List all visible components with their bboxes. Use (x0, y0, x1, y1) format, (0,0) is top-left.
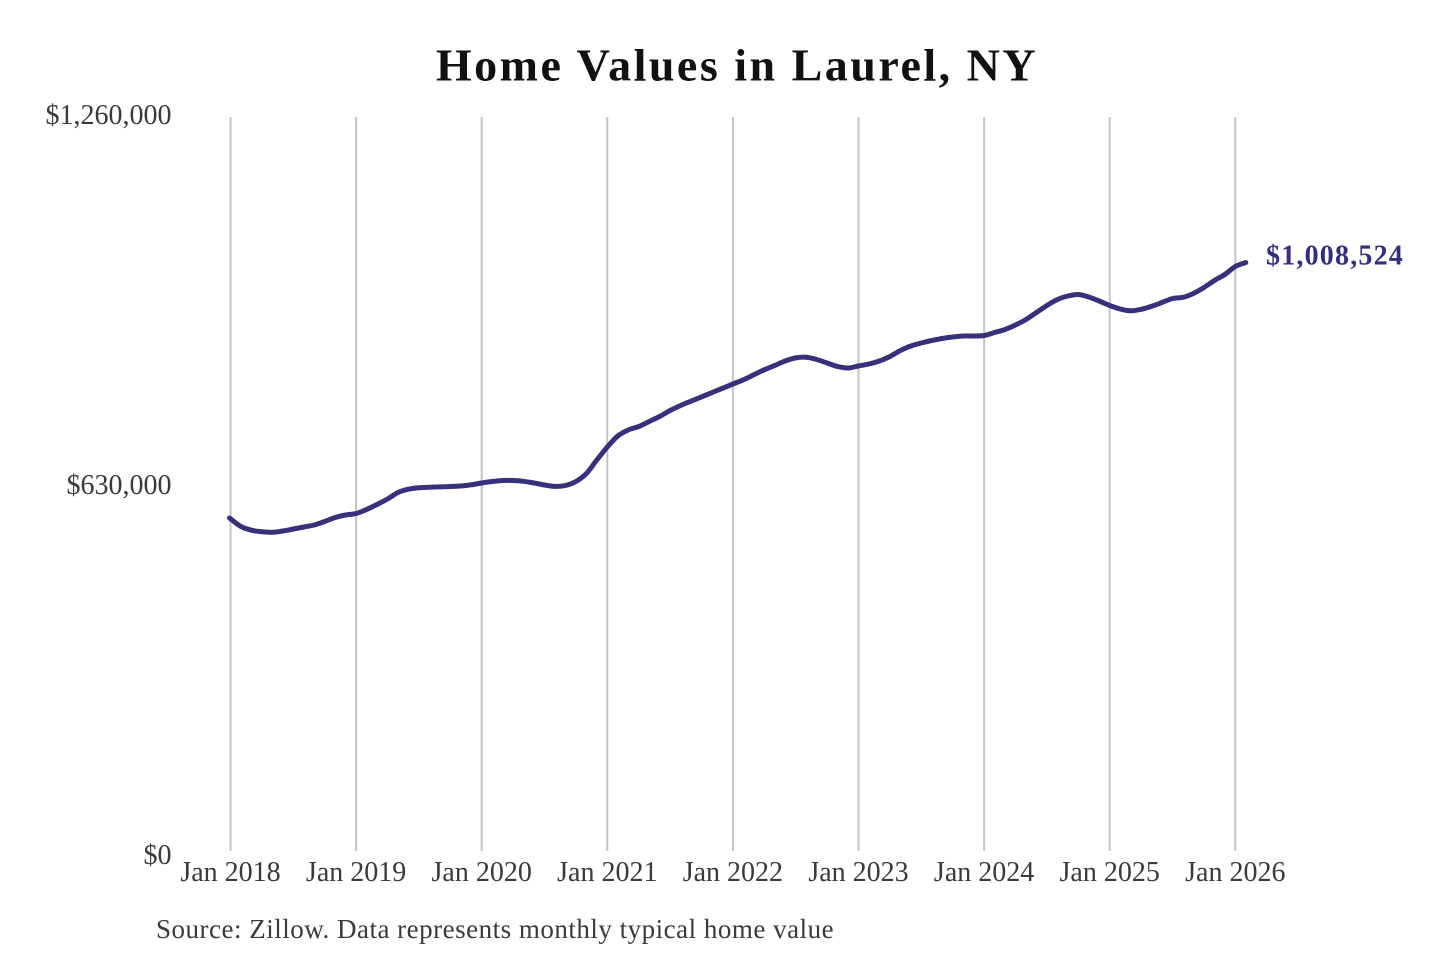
svg-text:$1,008,524: $1,008,524 (1266, 241, 1404, 272)
svg-text:Jan 2023: Jan 2023 (808, 857, 908, 888)
svg-text:$0: $0 (144, 840, 172, 871)
svg-text:Jan 2026: Jan 2026 (1185, 857, 1285, 888)
svg-text:$630,000: $630,000 (67, 470, 172, 501)
svg-text:Source: Zillow. Data represent: Source: Zillow. Data represents monthly … (156, 914, 834, 944)
svg-text:Jan 2024: Jan 2024 (934, 857, 1034, 888)
svg-text:Jan 2022: Jan 2022 (683, 857, 783, 888)
svg-text:Home Values in Laurel, NY: Home Values in Laurel, NY (436, 40, 1038, 91)
svg-text:Jan 2018: Jan 2018 (180, 857, 280, 888)
svg-text:Jan 2021: Jan 2021 (557, 857, 657, 888)
svg-text:Jan 2025: Jan 2025 (1060, 857, 1160, 888)
svg-text:$1,260,000: $1,260,000 (46, 100, 172, 131)
svg-text:Jan 2019: Jan 2019 (306, 857, 406, 888)
svg-text:Jan 2020: Jan 2020 (432, 857, 532, 888)
